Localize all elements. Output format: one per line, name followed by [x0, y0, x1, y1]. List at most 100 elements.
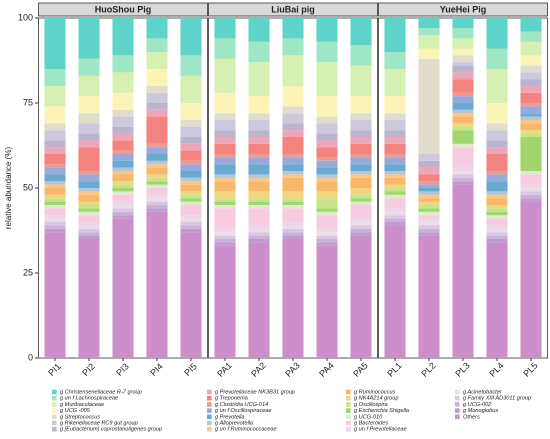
bar-segment [486, 123, 508, 131]
bar-segment [112, 116, 134, 127]
bar-segment [350, 65, 372, 97]
bar-segment [384, 174, 406, 178]
legend-swatch [52, 420, 57, 426]
bar-segment [248, 41, 270, 63]
bar-segment [112, 181, 134, 185]
bar-segment [214, 228, 236, 233]
bar-segment [282, 38, 304, 56]
bar-segment [248, 225, 270, 229]
bar-segment [384, 225, 406, 358]
bar-segment [146, 184, 168, 188]
legend-swatch [207, 395, 212, 401]
bar-segment [214, 137, 236, 144]
legend-swatch [455, 395, 460, 401]
bar-segment [418, 225, 440, 229]
bar-segment [214, 177, 236, 182]
bar-segment [350, 171, 372, 175]
bar-segment [78, 211, 100, 216]
bar-segment [214, 174, 236, 178]
bar-segment [350, 205, 372, 219]
bar-segment [282, 225, 304, 229]
bar-segment [452, 177, 474, 182]
bar-segment [180, 137, 202, 144]
legend-label: g Escherichia Shigella [354, 408, 409, 414]
x-tick-label: PL4 [487, 360, 505, 378]
x-tick-label: PI5 [182, 361, 199, 378]
bar-segment [350, 218, 372, 222]
legend-swatch [346, 426, 351, 432]
bar-segment [316, 116, 338, 124]
bar-segment [78, 147, 100, 171]
legend-swatch [346, 420, 351, 426]
bar-segment [520, 92, 542, 103]
bar-segment [520, 201, 542, 358]
bar-segment [78, 228, 100, 233]
bar-segment [214, 201, 236, 205]
bar-segment [78, 225, 100, 229]
bar-segment [282, 222, 304, 226]
bar-segment [282, 235, 304, 239]
bar-segment [282, 130, 304, 137]
bar-segment [486, 198, 508, 205]
legend-label: g Acinetobacter [463, 389, 503, 395]
bar-segment [384, 191, 406, 195]
bar-segment [384, 198, 406, 209]
bar-segment [384, 208, 406, 212]
legend-swatch [346, 402, 351, 407]
bar-segment [282, 177, 304, 192]
bar-segment [78, 75, 100, 97]
legend-swatch [346, 395, 351, 401]
bar-segment [180, 205, 202, 216]
legend-swatch [207, 408, 212, 413]
bar-segment [248, 164, 270, 175]
bar-segment [520, 198, 542, 202]
bar-segment [486, 48, 508, 69]
bar-segment [78, 232, 100, 236]
bar-segment [44, 232, 66, 358]
bar-segment [248, 137, 270, 144]
legend-swatch [346, 414, 351, 420]
bar-segment [384, 211, 406, 216]
bar-segment [248, 198, 270, 202]
bar-segment [44, 18, 66, 69]
bar-segment [452, 92, 474, 97]
bar-segment [44, 106, 66, 124]
bar-segment [384, 143, 406, 154]
bar-segment [112, 215, 134, 219]
bar-segment [248, 191, 270, 199]
bar-segment [316, 123, 338, 134]
x-tick-label: PA3 [283, 360, 302, 379]
legend-label: g Christensenellaceae R-7 group [60, 389, 142, 395]
bar-segment [112, 133, 134, 141]
bar-segment [418, 154, 440, 161]
bar-segment [350, 194, 372, 199]
legend-label: g Prevotella [215, 414, 245, 420]
legend-label: g Treponema [215, 396, 248, 402]
bar-segment [112, 154, 134, 161]
bar-segment [214, 38, 236, 59]
bar-segment [350, 235, 372, 358]
bar-segment [384, 222, 406, 226]
bar-segment [112, 126, 134, 134]
bar-segment [282, 18, 304, 39]
bar-segment [78, 239, 100, 358]
bar-segment [452, 65, 474, 73]
bar-segment [248, 177, 270, 182]
bar-segment [418, 28, 440, 35]
bar-segment [180, 201, 202, 205]
bar-segment [418, 208, 440, 212]
bar-segment [452, 48, 474, 56]
bar-segment [146, 86, 168, 93]
bar-segment [452, 171, 474, 175]
legend-label: g un f Ruminococcaceae [215, 427, 277, 433]
bar-segment [350, 157, 372, 165]
bar-segment [44, 164, 66, 168]
bar-segment [180, 228, 202, 233]
bar-segment [452, 72, 474, 80]
bar-segment [350, 201, 372, 205]
bar-segment [316, 232, 338, 236]
bar-segment [452, 126, 474, 131]
bar-segment [44, 188, 66, 195]
legend-swatch [455, 402, 460, 407]
bar-segment [78, 191, 100, 195]
